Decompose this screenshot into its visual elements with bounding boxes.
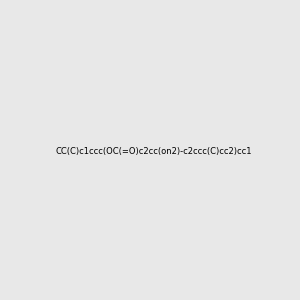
Text: CC(C)c1ccc(OC(=O)c2cc(on2)-c2ccc(C)cc2)cc1: CC(C)c1ccc(OC(=O)c2cc(on2)-c2ccc(C)cc2)c… (56, 147, 252, 156)
